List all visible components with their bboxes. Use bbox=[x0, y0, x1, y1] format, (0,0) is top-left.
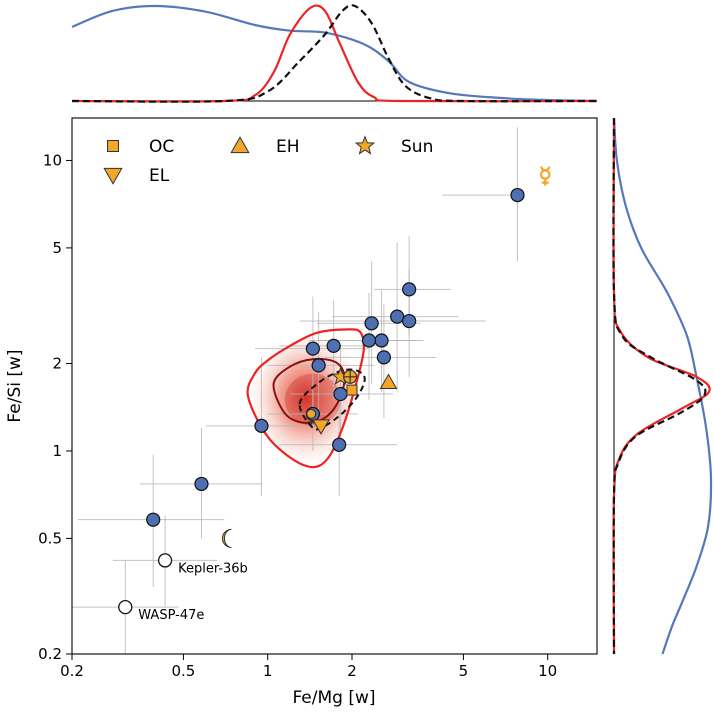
y-axis-label: Fe/Si [w] bbox=[5, 349, 25, 422]
y-axis-ticks: 0.2 0.5 1 2 5 10 bbox=[38, 151, 72, 663]
mercury-icon bbox=[539, 166, 551, 186]
planet-point bbox=[333, 386, 348, 402]
planet-point bbox=[402, 282, 417, 297]
venus-icon bbox=[306, 408, 317, 425]
square-marker bbox=[346, 384, 358, 396]
mercury-icon-circle bbox=[539, 169, 551, 180]
planet-name-label: Kepler-36b bbox=[178, 561, 248, 576]
outer-red-contour bbox=[246, 328, 365, 469]
legend: OC EH Sun EL bbox=[103, 135, 433, 186]
planet-point bbox=[305, 341, 320, 356]
planet-point bbox=[146, 512, 161, 527]
planet-point bbox=[361, 333, 377, 348]
x-tick-label: 10 bbox=[538, 662, 557, 680]
planet-point bbox=[376, 350, 391, 365]
y-tick-label: 2 bbox=[52, 355, 62, 373]
x-axis-ticks: 0.2 0.5 1 2 5 10 bbox=[60, 654, 557, 680]
y-tick-label: 0.2 bbox=[38, 645, 62, 663]
legend-label: OC bbox=[149, 137, 174, 157]
x-tick-label: 1 bbox=[263, 662, 273, 680]
planet-point bbox=[402, 313, 417, 329]
planet-point bbox=[332, 437, 347, 452]
x-axis-label: Fe/Mg [w] bbox=[292, 688, 375, 708]
planet-point bbox=[364, 316, 379, 331]
x-tick-label: 5 bbox=[459, 662, 469, 680]
planet-point bbox=[390, 309, 405, 324]
density-layer bbox=[247, 329, 364, 468]
x-tick-label: 2 bbox=[347, 662, 357, 680]
x-tick-label: 0.2 bbox=[60, 662, 84, 680]
reference-points bbox=[221, 166, 551, 548]
legend-label: Sun bbox=[401, 137, 433, 157]
moon-icon bbox=[221, 528, 232, 548]
planet-points: Kepler-36b WASP-47e bbox=[118, 187, 525, 623]
y-tick-label: 5 bbox=[52, 239, 62, 257]
planet-point bbox=[374, 333, 389, 348]
top-marginal-panel bbox=[71, 4, 598, 103]
y-tick-label: 10 bbox=[43, 151, 62, 169]
planet-point bbox=[254, 418, 269, 433]
main-scatter-panel: Kepler-36b WASP-47e 0.2 0.5 1 2 5 10 0.2 0.5 1 2 5… bbox=[38, 117, 598, 680]
legend-label: EH bbox=[276, 137, 300, 157]
top-kde-dashed bbox=[71, 4, 598, 103]
planet-point bbox=[194, 476, 209, 492]
legend-label: EL bbox=[149, 166, 170, 186]
top-kde-blue bbox=[71, 4, 598, 103]
planet-point bbox=[311, 358, 326, 373]
x-tick-label: 0.5 bbox=[171, 662, 195, 680]
y-tick-label: 1 bbox=[52, 442, 62, 460]
earth-icon bbox=[343, 369, 358, 384]
plot-frame bbox=[71, 117, 598, 655]
labeled-planet-point bbox=[118, 599, 133, 615]
square-marker bbox=[107, 140, 119, 152]
triangle-down-marker bbox=[312, 419, 330, 435]
triangle-down-marker bbox=[103, 167, 123, 185]
venus-icon-circle bbox=[306, 408, 317, 420]
planet-point bbox=[510, 187, 525, 203]
triangle-up-marker bbox=[379, 373, 398, 390]
planet-name-label: WASP-47e bbox=[138, 608, 204, 623]
labeled-planet-point bbox=[157, 553, 173, 568]
right-marginal-panel bbox=[612, 117, 713, 655]
y-tick-label: 0.5 bbox=[38, 529, 62, 547]
right-kde-red bbox=[612, 117, 711, 655]
top-kde-red bbox=[71, 4, 598, 103]
density-fill bbox=[247, 329, 364, 468]
star-marker bbox=[354, 135, 376, 155]
right-kde-dashed bbox=[612, 117, 707, 655]
triangle-up-marker bbox=[230, 136, 250, 154]
right-kde-blue bbox=[612, 117, 713, 655]
planet-point bbox=[326, 338, 341, 353]
